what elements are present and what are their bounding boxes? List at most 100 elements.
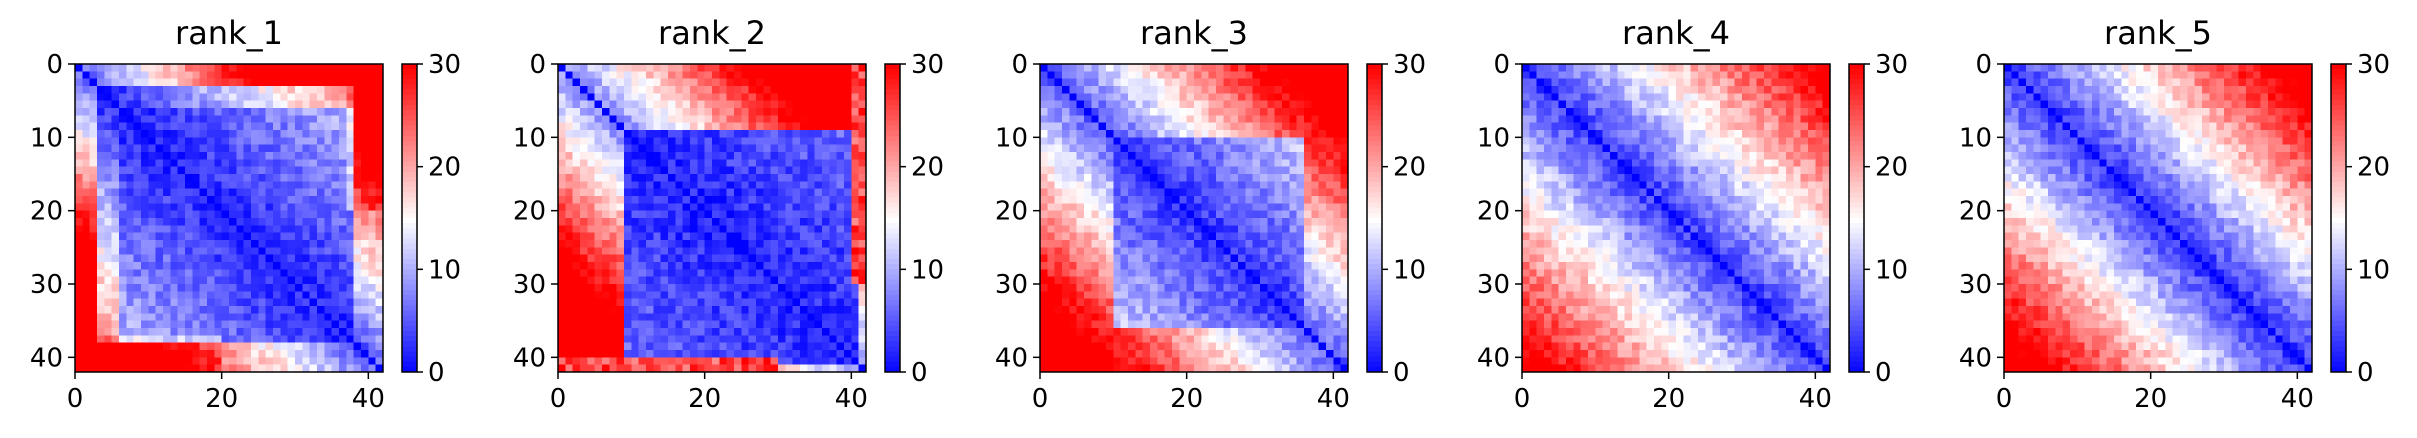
heatmap-cell xyxy=(1252,203,1261,212)
heatmap-cell xyxy=(565,93,574,102)
heatmap-cell xyxy=(317,64,325,72)
heatmap-cell xyxy=(1333,93,1342,102)
heatmap-cell xyxy=(273,306,281,314)
heatmap-cell xyxy=(778,86,786,94)
heatmap-cell xyxy=(89,276,98,285)
heatmap-cell xyxy=(1135,247,1144,256)
heatmap-cell xyxy=(273,262,281,270)
heatmap-cell xyxy=(97,93,105,102)
heatmap-cell xyxy=(148,144,157,153)
heatmap-cell xyxy=(214,137,223,146)
heatmap-cell xyxy=(89,262,98,270)
heatmap-cell xyxy=(1040,276,1048,285)
heatmap-cell xyxy=(287,115,296,124)
heatmap-cell xyxy=(851,262,860,270)
heatmap-cell xyxy=(1252,240,1261,248)
heatmap-cell xyxy=(111,364,120,373)
heatmap-cell xyxy=(602,122,610,131)
heatmap-cell xyxy=(741,130,750,138)
heatmap-cell xyxy=(104,130,113,138)
colorbar-segment xyxy=(885,274,900,281)
heatmap-cell xyxy=(851,166,860,175)
heatmap-cell xyxy=(214,335,223,344)
heatmap-cell xyxy=(1296,137,1305,146)
heatmap-cell xyxy=(587,115,596,124)
heatmap-cell xyxy=(89,225,98,234)
heatmap-cell xyxy=(653,144,662,153)
heatmap-cell xyxy=(785,122,794,131)
heatmap-cell xyxy=(1274,225,1283,234)
heatmap-cell xyxy=(1135,144,1144,153)
heatmap-cell xyxy=(1106,115,1114,124)
heatmap-cell xyxy=(807,350,816,358)
heatmap-cell xyxy=(653,115,662,124)
heatmap-cell xyxy=(602,284,610,292)
heatmap-cell xyxy=(126,64,135,72)
heatmap-cell xyxy=(229,159,237,168)
heatmap-cell xyxy=(1230,181,1239,190)
colorbar-segment xyxy=(885,141,900,147)
heatmap-cell xyxy=(653,350,662,358)
heatmap-cell xyxy=(660,196,669,204)
heatmap-cell xyxy=(1311,225,1320,234)
heatmap-cell xyxy=(851,342,860,351)
heatmap-cell xyxy=(1267,137,1276,146)
heatmap-cell xyxy=(361,93,369,102)
heatmap-cell xyxy=(148,166,157,175)
heatmap-cell xyxy=(1223,269,1232,278)
heatmap-cell xyxy=(719,137,728,146)
heatmap-cell xyxy=(1260,93,1268,102)
heatmap-cell xyxy=(1194,152,1202,160)
heatmap-cell xyxy=(119,350,127,358)
heatmap-cell xyxy=(844,335,852,344)
heatmap-cell xyxy=(251,100,259,109)
heatmap-cell xyxy=(836,86,845,94)
heatmap-cell xyxy=(1304,78,1312,87)
heatmap-cell xyxy=(339,86,347,94)
heatmap-cell xyxy=(302,342,311,351)
heatmap-cell xyxy=(1230,78,1239,87)
heatmap-cell xyxy=(1157,144,1166,153)
heatmap-cell xyxy=(726,276,735,285)
heatmap-cell xyxy=(1186,210,1195,219)
heatmap-cell xyxy=(792,181,801,190)
heatmap-cell xyxy=(89,100,98,109)
heatmap-cell xyxy=(690,166,698,175)
heatmap-cell xyxy=(1150,218,1158,226)
heatmap-cell xyxy=(1201,181,1210,190)
heatmap-cell xyxy=(1106,240,1114,248)
heatmap-cell xyxy=(302,298,311,307)
heatmap-cell xyxy=(361,225,369,234)
heatmap-cell xyxy=(1208,108,1217,116)
heatmap-cell xyxy=(734,159,742,168)
heatmap-cell xyxy=(1040,188,1048,197)
heatmap-cell xyxy=(770,64,779,72)
heatmap-cell xyxy=(236,320,245,329)
heatmap-cell xyxy=(763,188,772,197)
heatmap-cell xyxy=(251,181,259,190)
heatmap-cell xyxy=(800,188,808,197)
heatmap-cell xyxy=(361,100,369,109)
heatmap-cell xyxy=(243,64,252,72)
heatmap-cell xyxy=(1157,86,1166,94)
heatmap-cell xyxy=(317,218,325,226)
heatmap-cell xyxy=(1318,225,1327,234)
heatmap-cell xyxy=(258,78,267,87)
heatmap-cell xyxy=(646,122,654,131)
heatmap-cell xyxy=(770,100,779,109)
heatmap-cell xyxy=(280,152,289,160)
colorbar-segment xyxy=(885,84,900,91)
heatmap-cell xyxy=(163,64,171,72)
heatmap-cell xyxy=(1054,284,1063,292)
heatmap-cell xyxy=(1040,130,1048,138)
heatmap-cell xyxy=(104,181,113,190)
heatmap-cell xyxy=(1142,122,1151,131)
heatmap-cell xyxy=(814,284,823,292)
heatmap-cell xyxy=(1179,166,1188,175)
heatmap-cell xyxy=(1076,247,1085,256)
heatmap-cell xyxy=(763,71,772,80)
heatmap-cell xyxy=(133,130,142,138)
heatmap-cell xyxy=(1084,276,1092,285)
heatmap-cell xyxy=(133,298,142,307)
heatmap-cell xyxy=(1318,247,1327,256)
